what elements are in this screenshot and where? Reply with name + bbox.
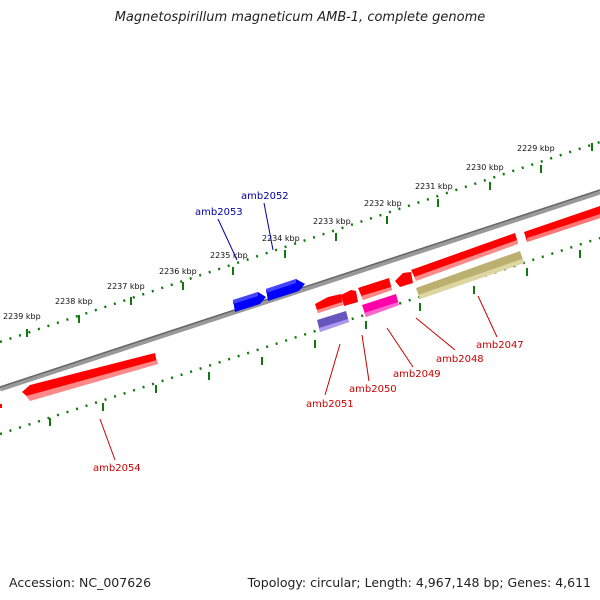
edge-marker	[0, 404, 2, 408]
gene-label-amb2047: amb2047	[476, 340, 524, 351]
gene-right-red[interactable]	[524, 206, 600, 242]
gene-label-amb2048: amb2048	[436, 354, 484, 365]
kbp-label: 2238 kbp	[55, 297, 93, 306]
gene-amb2047-olive[interactable]	[416, 251, 524, 299]
gene-amb2053[interactable]	[233, 292, 266, 312]
gene-label-amb2050: amb2050	[349, 384, 397, 395]
genome-backbone	[0, 189, 600, 392]
gene-labels: amb2053 amb2052 amb2054 amb2051 amb2050 …	[93, 191, 524, 474]
gene-amb2049-magenta[interactable]	[362, 294, 399, 317]
scale-labels: 2229 kbp 2230 kbp 2231 kbp 2232 kbp 2233…	[3, 144, 555, 321]
gene-label-amb2054: amb2054	[93, 463, 141, 474]
gene-amb2052[interactable]	[266, 279, 305, 301]
accession-text: Accession: NC_007626	[9, 575, 152, 590]
kbp-label: 2233 kbp	[313, 217, 351, 226]
gene-amb2049[interactable]	[358, 278, 392, 300]
gene-label-amb2053: amb2053	[195, 207, 243, 218]
gene-label-amb2052: amb2052	[241, 191, 289, 202]
genome-summary: Topology: circular; Length: 4,967,148 bp…	[247, 575, 591, 590]
gene-label-amb2049: amb2049	[393, 369, 441, 380]
gene-label-amb2051: amb2051	[306, 399, 354, 410]
major-ticks	[26, 143, 593, 426]
callout-lines	[99, 202, 498, 461]
gene-amb2051[interactable]	[315, 294, 343, 313]
kbp-label: 2234 kbp	[262, 234, 300, 243]
gene-amb2051-purple[interactable]	[317, 311, 349, 332]
gene-amb2054[interactable]	[22, 353, 158, 401]
kbp-label: 2235 kbp	[210, 251, 248, 260]
kbp-label: 2231 kbp	[415, 182, 453, 191]
map-title: Magnetospirillum magneticum AMB-1, compl…	[114, 10, 486, 25]
kbp-label: 2239 kbp	[3, 312, 41, 321]
gene-amb2048[interactable]	[395, 272, 413, 287]
kbp-label: 2229 kbp	[517, 144, 555, 153]
kbp-label: 2237 kbp	[107, 282, 145, 291]
gene-amb2050[interactable]	[341, 290, 358, 306]
kbp-label: 2236 kbp	[159, 267, 197, 276]
kbp-label: 2232 kbp	[364, 199, 402, 208]
kbp-label: 2230 kbp	[466, 163, 504, 172]
gene-amb2047[interactable]	[411, 233, 518, 281]
